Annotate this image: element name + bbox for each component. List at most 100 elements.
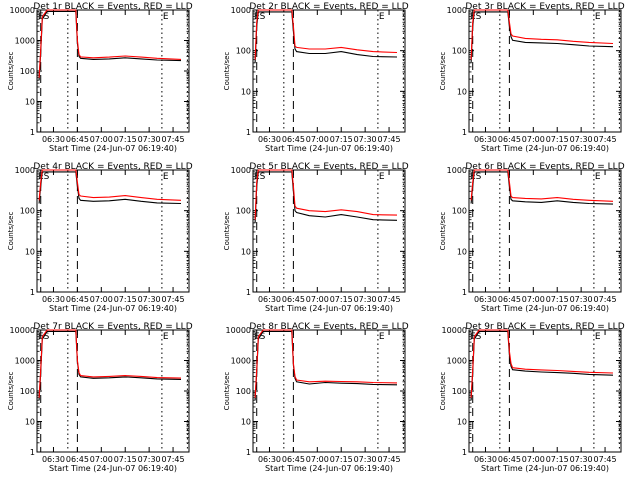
panel-title: Det 6r BLACK = Events, RED = LLD bbox=[465, 162, 624, 172]
detector-panel-7: Det 7r BLACK = Events, RED = LLD 1 10 100 10… bbox=[7, 322, 193, 473]
y-tick-label: 10000 bbox=[10, 326, 35, 335]
x-axis-label: Start Time (24-Jun-07 06:19:40) bbox=[49, 464, 177, 473]
x-axis-label: Start Time (24-Jun-07 06:19:40) bbox=[265, 304, 393, 313]
x-tick-label: 06:45 bbox=[282, 295, 305, 304]
x-tick-label: 07:15 bbox=[330, 295, 353, 304]
panel-title: Det 9r BLACK = Events, RED = LLD bbox=[465, 322, 624, 332]
detector-panel-1: Det 1r BLACK = Events, RED = LLD 1 10 100 10… bbox=[7, 2, 193, 153]
x-tick-label: 07:30 bbox=[570, 135, 593, 144]
x-axis-label: Start Time (24-Jun-07 06:19:40) bbox=[481, 464, 609, 473]
x-tick-label: 07:30 bbox=[570, 455, 593, 464]
x-tick-label: 07:30 bbox=[138, 455, 161, 464]
x-tick-label: 06:30 bbox=[42, 295, 65, 304]
series-line-events bbox=[38, 10, 182, 81]
y-tick-label: 1000 bbox=[231, 357, 251, 366]
plot-frame bbox=[36, 9, 190, 133]
x-tick-label: 06:30 bbox=[474, 135, 497, 144]
y-tick-label: 1 bbox=[462, 288, 467, 297]
marker-label-e: E bbox=[595, 332, 601, 342]
y-tick-label: 10 bbox=[241, 247, 251, 256]
panel-title: Det 7r BLACK = Events, RED = LLD bbox=[33, 322, 192, 332]
x-axis-label: Start Time (24-Jun-07 06:19:40) bbox=[481, 144, 609, 153]
y-axis-label: Counts/sec bbox=[7, 212, 15, 251]
detector-panel-5: Det 5r BLACK = Events, RED = LLD 1 10 100 10… bbox=[223, 162, 409, 313]
y-tick-label: 1 bbox=[462, 128, 467, 137]
series-line-events bbox=[254, 11, 398, 63]
y-tick-label: 1 bbox=[246, 128, 251, 137]
series-line-events bbox=[254, 171, 398, 223]
y-tick-label: 10 bbox=[457, 418, 467, 427]
series-line-events bbox=[38, 330, 182, 401]
detector-panel-9: Det 9r BLACK = Events, RED = LLD 1 10 100 10… bbox=[439, 322, 625, 473]
y-tick-label: 10 bbox=[25, 98, 35, 107]
x-tick-label: 07:00 bbox=[90, 455, 113, 464]
x-tick-label: 07:00 bbox=[522, 455, 545, 464]
x-tick-label: 06:45 bbox=[66, 135, 89, 144]
x-tick-label: 07:15 bbox=[114, 455, 137, 464]
y-tick-label: 100 bbox=[20, 387, 35, 396]
y-axis-label: Counts/sec bbox=[223, 212, 231, 251]
y-tick-label: 10000 bbox=[10, 6, 35, 15]
x-tick-label: 07:00 bbox=[522, 135, 545, 144]
x-tick-label: 07:30 bbox=[354, 135, 377, 144]
series-line-lld bbox=[470, 9, 614, 60]
series-line-events bbox=[38, 171, 182, 205]
x-tick-label: 06:45 bbox=[66, 455, 89, 464]
series-line-events bbox=[254, 330, 398, 401]
series-line-lld bbox=[38, 329, 182, 398]
y-axis-label: Counts/sec bbox=[439, 372, 447, 411]
y-tick-label: 1000 bbox=[15, 166, 35, 175]
series-line-lld bbox=[470, 329, 614, 398]
panel-title: Det 2r BLACK = Events, RED = LLD bbox=[249, 2, 408, 12]
panel-title: Det 4r BLACK = Events, RED = LLD bbox=[33, 162, 192, 172]
y-axis-label: Counts/sec bbox=[439, 212, 447, 251]
x-tick-label: 07:00 bbox=[90, 295, 113, 304]
y-tick-label: 1000 bbox=[447, 6, 467, 15]
x-tick-label: 07:15 bbox=[546, 135, 569, 144]
detector-panel-6: Det 6r BLACK = Events, RED = LLD 1 10 100 10… bbox=[439, 162, 625, 313]
series-line-lld bbox=[254, 169, 398, 220]
x-tick-label: 07:15 bbox=[330, 455, 353, 464]
x-tick-label: 07:15 bbox=[546, 455, 569, 464]
y-tick-label: 100 bbox=[452, 207, 467, 216]
marker-label-e: E bbox=[163, 12, 169, 22]
x-tick-label: 07:00 bbox=[90, 135, 113, 144]
x-tick-label: 06:45 bbox=[498, 135, 521, 144]
y-tick-label: 10 bbox=[241, 418, 251, 427]
x-tick-label: 07:00 bbox=[306, 135, 329, 144]
series-line-lld bbox=[470, 169, 614, 202]
panel-title: Det 3r BLACK = Events, RED = LLD bbox=[465, 2, 624, 12]
x-axis-label: Start Time (24-Jun-07 06:19:40) bbox=[481, 304, 609, 313]
marker-label-es: ES bbox=[470, 12, 482, 22]
series-line-lld bbox=[38, 169, 182, 201]
x-tick-label: 07:45 bbox=[378, 295, 401, 304]
y-tick-label: 100 bbox=[20, 67, 35, 76]
marker-label-e: E bbox=[163, 332, 169, 342]
series-line-lld bbox=[38, 9, 182, 78]
marker-label-e: E bbox=[379, 172, 385, 182]
x-tick-label: 06:30 bbox=[258, 295, 281, 304]
series-line-lld bbox=[254, 329, 398, 398]
marker-label-es: ES bbox=[470, 172, 482, 182]
series-line-events bbox=[470, 11, 614, 63]
detector-panel-2: Det 2r BLACK = Events, RED = LLD 1 10 100 10… bbox=[223, 2, 409, 153]
x-tick-label: 07:30 bbox=[354, 455, 377, 464]
marker-label-es: ES bbox=[254, 172, 266, 182]
marker-label-e: E bbox=[163, 172, 169, 182]
y-tick-label: 1 bbox=[30, 288, 35, 297]
plot-frame bbox=[468, 329, 622, 453]
x-tick-label: 06:45 bbox=[282, 135, 305, 144]
plot-frame bbox=[252, 9, 406, 133]
x-axis-label: Start Time (24-Jun-07 06:19:40) bbox=[265, 144, 393, 153]
y-axis-label: Counts/sec bbox=[223, 372, 231, 411]
panel-title: Det 8r BLACK = Events, RED = LLD bbox=[249, 322, 408, 332]
y-tick-label: 1000 bbox=[447, 357, 467, 366]
x-tick-label: 07:45 bbox=[594, 295, 617, 304]
plot-frame bbox=[36, 329, 190, 453]
x-tick-label: 07:00 bbox=[306, 295, 329, 304]
y-tick-label: 10 bbox=[457, 247, 467, 256]
x-tick-label: 07:15 bbox=[546, 295, 569, 304]
detector-panel-3: Det 3r BLACK = Events, RED = LLD 1 10 100 10… bbox=[439, 2, 625, 153]
panel-title: Det 1r BLACK = Events, RED = LLD bbox=[33, 2, 192, 12]
x-tick-label: 07:00 bbox=[522, 295, 545, 304]
